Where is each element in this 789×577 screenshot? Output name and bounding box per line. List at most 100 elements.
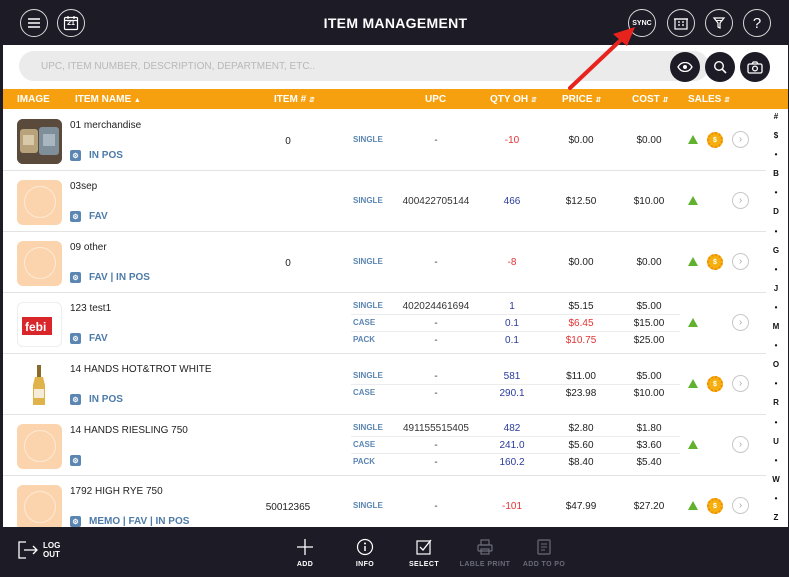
chevron-right-icon[interactable]: › bbox=[732, 131, 749, 148]
search-icon[interactable] bbox=[705, 52, 735, 82]
col-price[interactable]: PRICE ⇵ bbox=[562, 94, 602, 105]
store-icon[interactable] bbox=[667, 9, 695, 37]
alpha-index-item[interactable]: • bbox=[774, 188, 778, 198]
alpha-index-item[interactable]: # bbox=[773, 112, 779, 121]
add-to-po-button[interactable]: ADD TO PO bbox=[514, 537, 574, 568]
item-name: 03sep bbox=[70, 181, 98, 192]
alpha-index-item[interactable]: G bbox=[772, 245, 780, 255]
item-name: 14 HANDS RIESLING 750 bbox=[70, 425, 188, 436]
menu-icon[interactable] bbox=[20, 9, 48, 37]
chevron-right-icon[interactable]: › bbox=[732, 436, 749, 453]
alpha-index-item[interactable]: • bbox=[774, 264, 778, 274]
alpha-index[interactable]: # $ • B • D • G • J • M • O • R • U • W … bbox=[766, 112, 786, 522]
trend-up-icon bbox=[688, 135, 698, 144]
gear-icon[interactable]: ⚙ bbox=[70, 516, 81, 527]
item-row[interactable]: 01 merchandise ⚙ IN POS 0 SINGLE - -10 $0.00… bbox=[3, 110, 766, 171]
alpha-index-item[interactable]: • bbox=[774, 455, 778, 465]
camera-icon[interactable] bbox=[740, 52, 770, 82]
variant-row: SINGLE - -10 $0.00 $0.00 bbox=[353, 135, 662, 146]
dollar-badge-icon: $ bbox=[707, 132, 723, 148]
item-number: 0 bbox=[285, 136, 291, 147]
variant-row: SINGLE 402024461694 1 $5.15 $5.00 bbox=[351, 298, 680, 315]
item-image: febi bbox=[17, 302, 62, 347]
col-cost[interactable]: COST ⇵ bbox=[632, 94, 669, 105]
logout-button[interactable]: LOG OUT bbox=[17, 540, 67, 560]
chevron-right-icon[interactable]: › bbox=[732, 497, 749, 514]
item-number: 50012365 bbox=[265, 502, 311, 513]
add-button[interactable]: ADD bbox=[275, 537, 335, 568]
trend-up-icon bbox=[688, 501, 698, 510]
item-image bbox=[17, 363, 62, 408]
gear-icon[interactable]: ⚙ bbox=[70, 211, 81, 222]
alpha-index-item[interactable]: • bbox=[774, 417, 778, 427]
alpha-index-item[interactable]: R bbox=[773, 398, 779, 408]
variant-row: CASE -290.1 $23.98 $10.00 bbox=[353, 388, 665, 399]
alpha-index-item[interactable]: • bbox=[774, 493, 778, 503]
trend-up-icon bbox=[688, 379, 698, 388]
alpha-index-item[interactable]: O bbox=[772, 360, 780, 370]
label-print-button[interactable]: LABLE PRINT bbox=[455, 537, 515, 568]
logout-icon bbox=[18, 541, 38, 559]
variant-row: SINGLE -581 $11.00 $5.00 bbox=[351, 368, 680, 385]
alpha-index-item[interactable]: $ bbox=[773, 131, 779, 141]
info-icon bbox=[335, 537, 395, 557]
alpha-index-item[interactable]: U bbox=[773, 436, 779, 446]
select-button[interactable]: SELECT bbox=[394, 537, 454, 568]
gear-icon[interactable]: ⚙ bbox=[70, 150, 81, 161]
checkbox-icon bbox=[394, 537, 454, 557]
item-tags: ⚙ FAV bbox=[70, 333, 108, 344]
calendar-day: 21 bbox=[67, 20, 75, 27]
chevron-right-icon[interactable]: › bbox=[732, 314, 749, 331]
item-row[interactable]: 09 other ⚙ FAV | IN POS 0 SINGLE - -8 $0.00 $… bbox=[3, 232, 766, 293]
gear-icon[interactable]: ⚙ bbox=[70, 394, 81, 405]
item-placeholder-image bbox=[17, 180, 62, 225]
item-tags: ⚙ bbox=[70, 455, 89, 466]
alpha-index-item[interactable]: • bbox=[774, 226, 778, 236]
sync-button[interactable]: SYNC bbox=[628, 9, 656, 37]
item-row[interactable]: 1792 HIGH RYE 750 ⚙ MEMO | FAV | IN POS 5… bbox=[3, 476, 766, 530]
chevron-right-icon[interactable]: › bbox=[732, 192, 749, 209]
alpha-index-item[interactable]: W bbox=[772, 474, 780, 484]
plus-icon bbox=[275, 537, 335, 557]
svg-text:febi: febi bbox=[25, 320, 46, 334]
col-item-name[interactable]: ITEM NAME ▲ bbox=[75, 94, 141, 105]
trend-up-icon bbox=[688, 257, 698, 266]
calendar-icon[interactable]: 21 bbox=[57, 9, 85, 37]
gear-icon[interactable]: ⚙ bbox=[70, 333, 81, 344]
item-row[interactable]: 03sep ⚙ FAV SINGLE 400422705144 466 $12.50 $1… bbox=[3, 171, 766, 232]
info-button[interactable]: INFO bbox=[335, 537, 395, 568]
variant-row: CASE -241.0 $5.60 $3.60 bbox=[351, 437, 680, 454]
alpha-index-item[interactable]: • bbox=[774, 379, 778, 389]
variant-row: PACK -0.1 $10.75 $25.00 bbox=[353, 335, 665, 346]
variant-row: SINGLE - -8 $0.00 $0.00 bbox=[353, 257, 662, 268]
alpha-index-item[interactable]: Z bbox=[773, 512, 779, 522]
chevron-right-icon[interactable]: › bbox=[732, 253, 749, 270]
alpha-index-item[interactable]: • bbox=[774, 341, 778, 351]
alpha-index-item[interactable]: M bbox=[772, 322, 780, 332]
item-name: 09 other bbox=[70, 242, 107, 253]
chevron-right-icon[interactable]: › bbox=[732, 375, 749, 392]
item-placeholder-image bbox=[17, 241, 62, 286]
gear-icon[interactable]: ⚙ bbox=[70, 455, 81, 466]
help-icon[interactable]: ? bbox=[743, 9, 771, 37]
eye-icon[interactable] bbox=[670, 52, 700, 82]
item-tags: ⚙ FAV | IN POS bbox=[70, 272, 150, 283]
alpha-index-item[interactable]: B bbox=[773, 169, 779, 179]
variant-row: CASE -0.1 $6.45 $15.00 bbox=[351, 315, 680, 332]
col-item-no[interactable]: ITEM # ⇵ bbox=[274, 94, 315, 105]
col-sales[interactable]: SALES ⇵ bbox=[688, 94, 730, 105]
item-row[interactable]: 14 HANDS RIESLING 750 ⚙ SINGLE 4911555154… bbox=[3, 415, 766, 476]
alpha-index-item[interactable]: J bbox=[773, 283, 779, 293]
variant-row: PACK -160.2 $8.40 $5.40 bbox=[353, 457, 662, 468]
alpha-index-item[interactable]: • bbox=[774, 302, 778, 312]
alpha-index-item[interactable]: D bbox=[773, 207, 779, 217]
item-row[interactable]: febi 123 test1 ⚙ FAV SINGLE 402024461694 1 $… bbox=[3, 293, 766, 354]
trend-up-icon bbox=[688, 318, 698, 327]
item-row[interactable]: 14 HANDS HOT&TROT WHITE ⚙ IN POS SINGLE -5… bbox=[3, 354, 766, 415]
item-placeholder-image bbox=[17, 424, 62, 469]
filter-icon[interactable] bbox=[705, 9, 733, 37]
gear-icon[interactable]: ⚙ bbox=[70, 272, 81, 283]
col-qty[interactable]: QTY OH ⇵ bbox=[490, 94, 537, 105]
variant-row: SINGLE - -101 $47.99 $27.20 bbox=[353, 501, 665, 512]
alpha-index-item[interactable]: • bbox=[774, 150, 778, 160]
